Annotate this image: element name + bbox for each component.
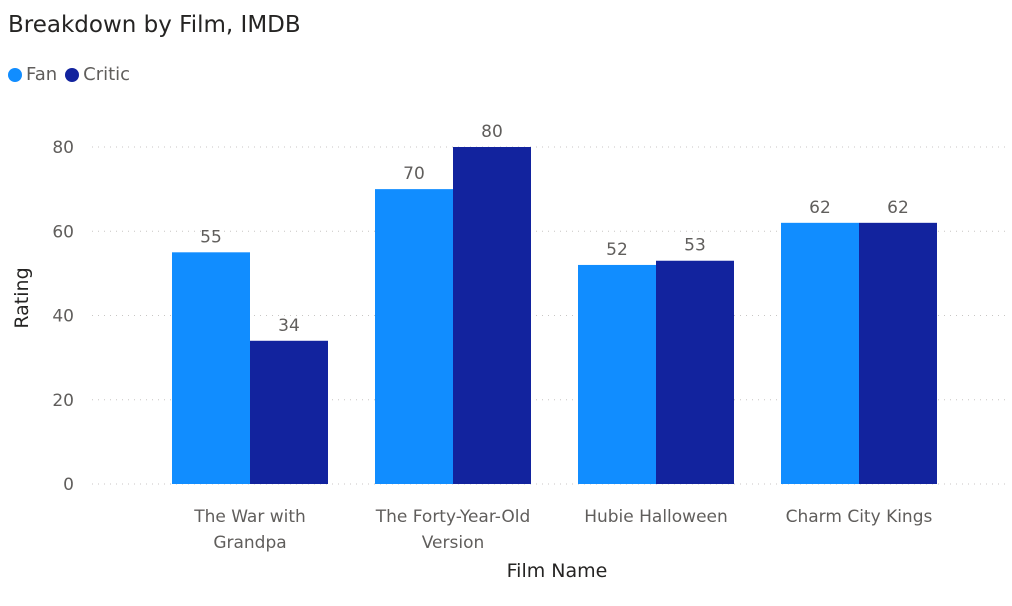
data-labels: 55 34 70 80 52 53 62 62 [200, 122, 909, 336]
gridlines [92, 146, 1005, 485]
data-label: 70 [403, 164, 425, 184]
legend-label-fan: Fan [26, 64, 58, 85]
x-tick-label: The War with [193, 507, 306, 527]
y-tick-label: 60 [52, 222, 74, 242]
legend-item-critic[interactable]: Critic [65, 64, 130, 85]
bar-critic-0[interactable] [250, 340, 328, 484]
data-label: 62 [887, 198, 909, 218]
bar-fan-3[interactable] [781, 222, 859, 484]
bar-critic-2[interactable] [656, 260, 734, 484]
x-tick-label: The Forty-Year-Old [375, 507, 531, 527]
x-tick-label: Hubie Halloween [584, 507, 728, 527]
x-tick-label: Grandpa [213, 533, 286, 553]
legend-label-critic: Critic [83, 64, 131, 85]
y-tick-label: 40 [52, 307, 74, 327]
data-label: 80 [481, 122, 503, 142]
y-tick-label: 20 [52, 391, 74, 411]
x-axis-label: Film Name [507, 560, 608, 582]
bar-critic-1[interactable] [453, 147, 531, 484]
bar-fan-2[interactable] [578, 264, 656, 484]
bar-fan-1[interactable] [375, 189, 453, 484]
y-tick-label: 0 [63, 475, 74, 495]
data-label: 62 [809, 198, 831, 218]
data-label: 34 [278, 316, 300, 336]
data-label: 53 [684, 236, 706, 256]
y-axis-label: Rating [11, 267, 33, 328]
legend-item-fan[interactable]: Fan [8, 64, 57, 85]
y-tick-label: 80 [52, 138, 74, 158]
bar-critic-3[interactable] [859, 222, 937, 484]
bars [172, 147, 937, 484]
bar-fan-0[interactable] [172, 252, 250, 484]
legend-swatch-fan [8, 67, 22, 82]
chart-title: Breakdown by Film, IMDB [8, 12, 301, 38]
x-axis-ticks: The War with Grandpa The Forty-Year-Old Ver… [193, 507, 932, 553]
y-axis-ticks: 0 20 40 60 80 [52, 138, 74, 495]
data-label: 55 [200, 227, 222, 247]
x-tick-label: Version [422, 533, 485, 553]
legend-swatch-critic [65, 67, 80, 82]
legend: Fan Critic [8, 64, 138, 85]
data-label: 52 [606, 240, 628, 260]
x-tick-label: Charm City Kings [786, 507, 933, 527]
